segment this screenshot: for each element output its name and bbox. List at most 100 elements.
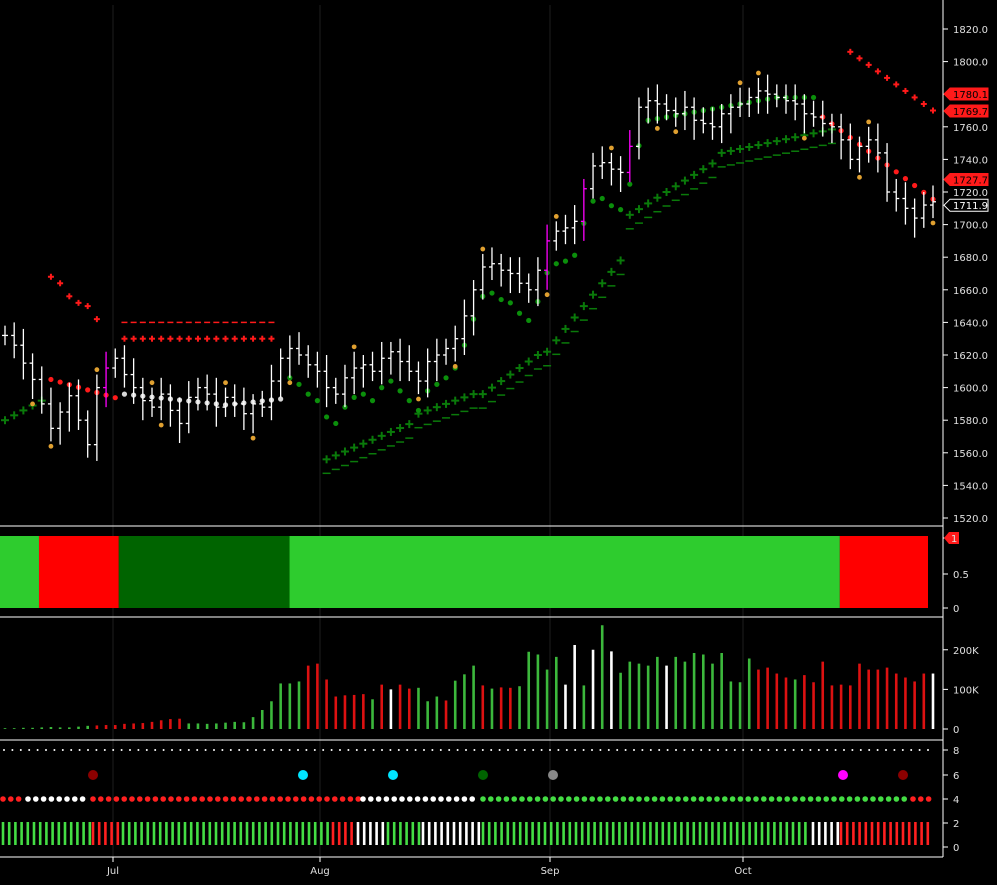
row2-bar: [258, 822, 261, 845]
row8-dot: [313, 749, 316, 751]
volume-tick-label: 0: [953, 725, 959, 736]
row8-dot: [271, 749, 274, 751]
month-label: Sep: [541, 866, 560, 877]
trailing-dot: [608, 203, 615, 209]
row2-bar: [506, 822, 510, 845]
row8-dot: [423, 749, 425, 751]
row4-dot: [391, 796, 398, 802]
row4-dot: [737, 796, 744, 802]
row8-dot: [876, 749, 879, 751]
row2-bar: [698, 822, 702, 845]
row4-dot: [885, 796, 892, 802]
row4-dot: [453, 796, 460, 802]
row8-dot: [649, 749, 652, 751]
row2-bar: [7, 822, 11, 845]
price-tick-label: 1720.0: [953, 188, 988, 199]
row4-dot: [800, 796, 806, 802]
row4-dot: [839, 796, 845, 802]
row2-bar: [369, 822, 372, 845]
row8-dot: [137, 749, 140, 751]
row2-bar: [421, 822, 425, 845]
row2-bar: [642, 822, 646, 845]
row2-bar: [289, 822, 292, 845]
row4-dot: [308, 796, 315, 802]
row2-bar: [680, 822, 683, 845]
row2-bar: [692, 822, 696, 845]
trailing-dot: [902, 176, 909, 182]
row4-dot: [605, 796, 611, 802]
trend-segment: [118, 536, 290, 608]
row4-dot: [620, 796, 627, 802]
trailing-dot: [516, 310, 523, 316]
row8-dot: [582, 749, 585, 751]
row8-dot: [574, 749, 577, 751]
row8-dot: [910, 749, 913, 751]
row2-bar: [196, 822, 199, 845]
row8-dot: [523, 749, 526, 751]
row8-dot: [112, 749, 115, 751]
row2-bar: [605, 822, 609, 845]
row2-bar: [661, 822, 665, 845]
pivot-dot: [158, 422, 164, 428]
row4-dot: [293, 796, 299, 802]
row4-dot: [72, 796, 78, 802]
row2-bar: [766, 822, 770, 845]
row8-dot: [255, 749, 257, 751]
price-tags: 1780.1 1769.7 1727.7 1711.9: [943, 87, 989, 212]
trend-tick-label: 1: [951, 534, 957, 545]
pivot-dot: [654, 126, 660, 131]
row2-bar: [375, 822, 378, 845]
row4-dot: [846, 796, 853, 802]
pivot-dot: [452, 364, 458, 369]
row2-bar: [487, 822, 491, 845]
row8-dot: [901, 749, 904, 751]
trend-axis: 10.50: [943, 532, 969, 615]
trailing-dot: [48, 376, 54, 383]
row2-bar: [512, 822, 516, 845]
row8-dot: [389, 749, 392, 751]
row8-dot: [918, 749, 921, 751]
row2-bar: [876, 822, 880, 845]
row8-dot: [666, 749, 669, 751]
row2-bar: [208, 822, 212, 845]
row2-bar: [239, 822, 243, 845]
row4-dot: [176, 796, 182, 802]
row8-dot: [397, 749, 400, 751]
row8-dot: [843, 749, 845, 751]
pivot-dot: [149, 380, 155, 386]
row2-bar: [742, 822, 745, 845]
row4-dot: [659, 796, 666, 802]
row4-dot: [64, 796, 70, 802]
row2-bar: [811, 822, 815, 845]
row2-bar: [251, 822, 255, 845]
row4-dot: [407, 796, 413, 802]
row2-bar: [471, 822, 474, 845]
row8-dot: [481, 749, 484, 751]
row8-dot: [700, 749, 703, 751]
row2-bar: [427, 822, 431, 845]
row4-dot: [581, 796, 588, 802]
row4-dot: [925, 796, 932, 802]
row4-dot: [722, 796, 728, 802]
row8-dot: [36, 749, 39, 751]
row4-dot: [807, 796, 814, 802]
row8-dot: [431, 749, 434, 751]
price-tag-text: 1727.7: [953, 175, 988, 186]
row2-bar: [711, 822, 714, 845]
row8-dot: [725, 749, 728, 751]
row8-dot: [834, 749, 837, 751]
row2-bar: [611, 822, 615, 845]
row8-dot: [347, 749, 350, 751]
row2-bar: [116, 822, 120, 845]
row4-dot: [368, 796, 374, 802]
row2-bar: [63, 822, 67, 845]
trailing-dot: [406, 398, 412, 404]
pivot-dot: [223, 380, 228, 386]
row8-dot: [381, 749, 383, 751]
row2-bar: [525, 822, 528, 845]
row4-dot: [355, 796, 362, 802]
row8-dot: [616, 749, 619, 751]
row2-bar: [270, 822, 274, 845]
trend-segment: [839, 536, 928, 608]
